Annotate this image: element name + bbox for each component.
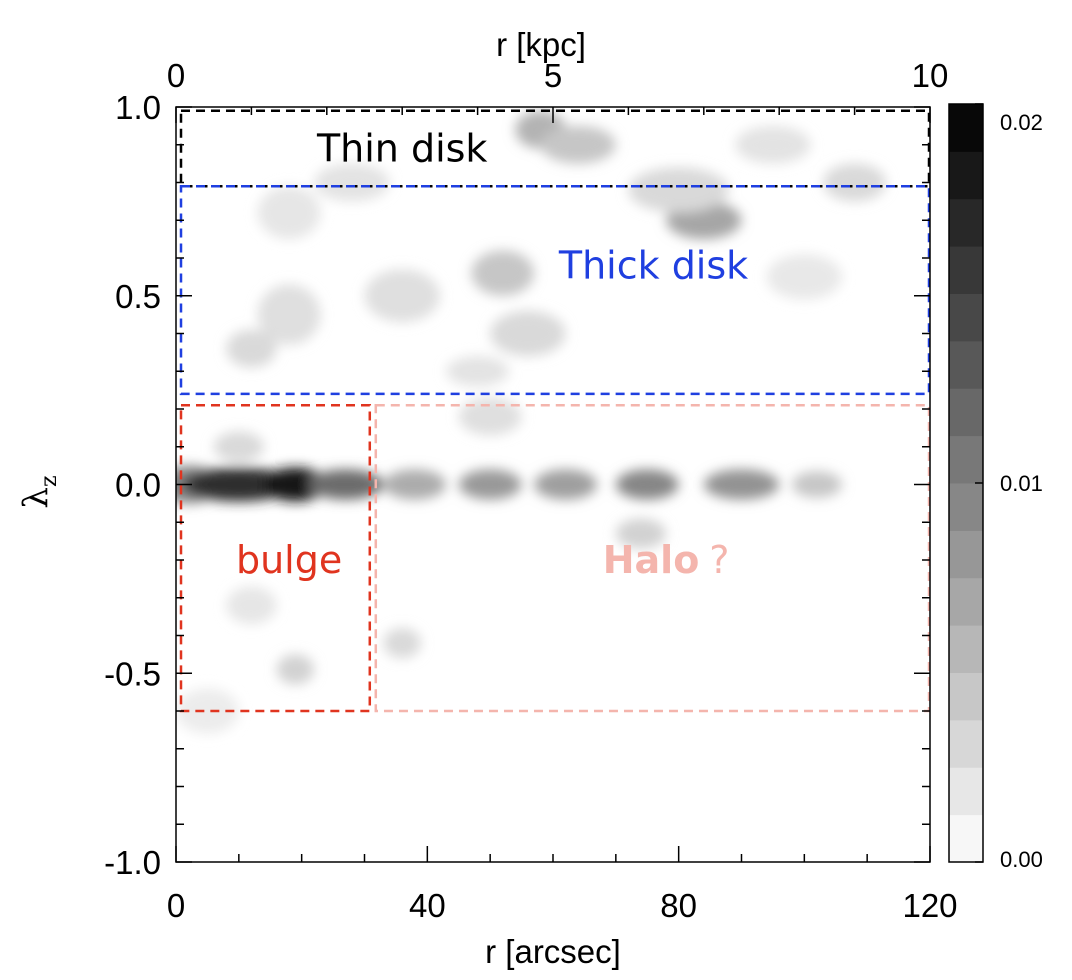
density-blob-19 [257, 186, 321, 240]
density-map [176, 110, 887, 734]
colorbar-level-11 [949, 293, 983, 342]
halo-question-mark: ? [709, 538, 729, 582]
colorbar-tick-label-0.02: 0.02 [1000, 110, 1043, 135]
colorbar-level-9 [949, 388, 983, 437]
density-blob-8 [703, 469, 780, 500]
density-blob-15 [490, 310, 566, 357]
axis-labels: r [arcsec] r [kpc] λz [16, 26, 621, 970]
x-tick-label-0: 0 [167, 887, 185, 924]
colorbar-level-13 [949, 198, 983, 247]
colorbar-level-12 [949, 246, 983, 294]
density-blob-17 [257, 284, 321, 345]
colorbar-tick-label-0.01: 0.01 [1000, 471, 1043, 496]
density-blob-11 [540, 125, 616, 164]
colorbar-level-4 [949, 625, 983, 673]
x2-tick-label-0: 0 [167, 57, 185, 94]
density-blob-22 [735, 125, 811, 164]
y-tick-label-0.0: 0.0 [115, 467, 161, 504]
colorbar-level-6 [949, 530, 983, 579]
region-box-bulge [179, 403, 372, 713]
colorbar-level-2 [949, 719, 983, 768]
density-blob-2 [263, 467, 327, 502]
density-blob-23 [446, 356, 510, 387]
density-blob-5 [458, 469, 522, 500]
region-label-thick-disk: Thick disk [558, 244, 748, 288]
y-tick-label--0.5: -0.5 [104, 655, 161, 692]
axis-ticks: 0 40 80 120 0 5 10 1.0 0.5 0.0 -0.5 -1.0 [104, 57, 957, 924]
density-blob-1 [182, 467, 296, 502]
density-blob-31 [176, 688, 239, 734]
colorbar: 0.02 0.01 0.00 [948, 103, 1043, 872]
colorbar-tick-label-0.00: 0.00 [1000, 847, 1043, 872]
x-tick-label-120: 120 [902, 887, 957, 924]
density-blob-14 [471, 250, 535, 296]
y-tick-label-0.5: 0.5 [115, 278, 161, 315]
density-blob-20 [314, 163, 390, 202]
y-axis-label: λz [16, 475, 62, 508]
density-blob-6 [534, 469, 597, 500]
y-tick-label--1.0: -1.0 [104, 844, 161, 881]
x-tick-label-40: 40 [409, 887, 446, 924]
density-blob-7 [615, 469, 679, 500]
density-blob-27 [226, 586, 277, 625]
density-blob-4 [383, 469, 447, 500]
colorbar-level-14 [949, 151, 983, 200]
colorbar-level-1 [949, 767, 983, 816]
density-blob-9 [791, 471, 843, 498]
region-label-thin-disk: Thin disk [316, 127, 488, 171]
region-box-halo [374, 403, 930, 713]
density-blob-26 [458, 397, 522, 436]
region-box-thin-disk [179, 109, 930, 188]
y-axis-label-main: λ [16, 487, 56, 509]
x-axis-label: r [arcsec] [485, 933, 621, 970]
colorbar-level-5 [949, 577, 983, 626]
density-blob-28 [276, 654, 315, 685]
colorbar-level-8 [949, 435, 983, 484]
y-tick-label-1.0: 1.0 [115, 89, 161, 126]
component-regions: Thin disk Thick disk bulge Halo? [179, 109, 930, 713]
region-label-halo: Halo? [603, 538, 730, 582]
density-blob-25 [213, 431, 264, 462]
density-blob-3 [307, 469, 384, 500]
x2-tick-label-10: 10 [912, 57, 949, 94]
colorbar-level-15 [949, 104, 983, 152]
colorbar-level-0 [949, 814, 983, 863]
density-blob-16 [364, 269, 440, 323]
colorbar-level-7 [949, 483, 983, 531]
region-box-thick-disk [179, 185, 930, 396]
x2-tick-label-5: 5 [544, 57, 562, 94]
x-tick-label-80: 80 [660, 887, 697, 924]
density-blob-18 [226, 329, 277, 368]
density-blob-21 [823, 163, 887, 202]
density-blob-30 [615, 518, 667, 549]
density-blob-13 [628, 167, 729, 213]
y-axis-label-sub: z [37, 475, 62, 487]
colorbar-level-10 [949, 340, 983, 389]
region-label-bulge: bulge [236, 538, 342, 582]
colorbar-level-3 [949, 672, 983, 721]
density-blob-24 [766, 254, 843, 300]
x2-axis-label: r [kpc] [496, 26, 586, 63]
density-blob-29 [383, 627, 422, 659]
